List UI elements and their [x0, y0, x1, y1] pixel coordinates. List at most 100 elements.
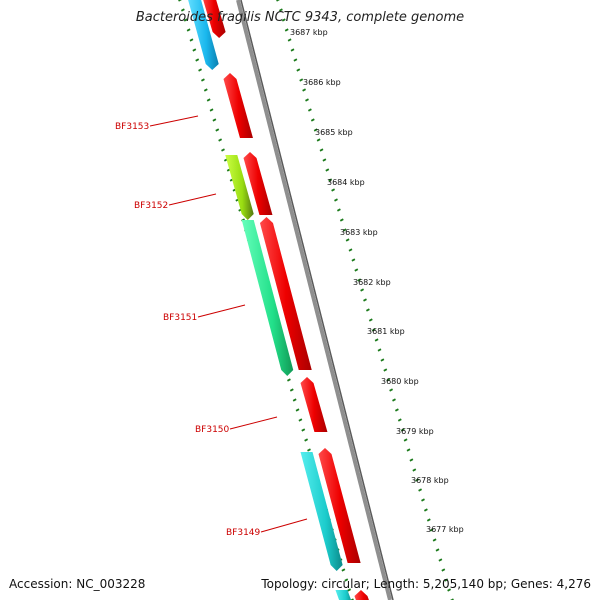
kbp-label: 3686 kbp: [303, 78, 341, 87]
tick-mark: [319, 148, 324, 152]
genome-backbone-shadow: [240, 0, 394, 600]
tick-mark: [377, 348, 382, 352]
tick-mark: [218, 138, 223, 142]
tick-mark: [212, 118, 217, 122]
tick-mark: [334, 198, 338, 202]
tick-mark: [192, 48, 197, 52]
kbp-label: 3679 kbp: [396, 427, 434, 436]
tick-mark: [374, 338, 379, 342]
tick-mark: [383, 368, 388, 372]
forward-gene-arrow: [259, 217, 312, 370]
map-title: Bacteroides fragilis NCTC 9343, complete…: [135, 10, 465, 25]
tick-mark: [298, 418, 303, 422]
tick-mark: [307, 108, 312, 112]
tick-mark: [344, 578, 349, 582]
tick-mark: [203, 88, 208, 92]
forward-gene-arrow: [318, 448, 361, 563]
tick-mark: [380, 358, 385, 362]
tick-mark: [195, 58, 200, 62]
tick-mark: [290, 48, 295, 52]
tick-mark: [450, 598, 454, 600]
tick-mark: [403, 438, 408, 442]
genome-backbone: [236, 0, 392, 600]
tick-mark: [392, 398, 396, 402]
tick-mark: [357, 278, 362, 282]
tick-mark: [284, 28, 289, 32]
tick-mark: [313, 128, 318, 132]
tick-mark: [435, 548, 440, 552]
tick-mark: [406, 448, 411, 452]
kbp-label: 3687 kbp: [290, 28, 328, 37]
topology-text: Topology: circular; Length: 5,205,140 bp…: [261, 577, 591, 591]
tick-mark: [336, 208, 341, 212]
tick-mark: [206, 98, 211, 102]
tick-mark: [415, 478, 420, 482]
tick-mark: [444, 578, 449, 582]
accession-text: Accession: NC_003228: [9, 577, 146, 591]
tick-mark: [438, 558, 443, 562]
tick-mark: [409, 458, 414, 462]
tick-mark: [441, 568, 446, 572]
tick-mark: [351, 258, 356, 262]
reverse-gene-bar: [335, 590, 352, 600]
tick-mark: [186, 28, 191, 32]
kbp-label: 3682 kbp: [353, 278, 391, 287]
gene-label: BF3151: [163, 313, 197, 323]
gene-features: [188, 0, 369, 600]
tick-mark: [345, 238, 350, 242]
tick-mark: [307, 448, 311, 452]
gene-label: BF3152: [134, 201, 168, 211]
tick-mark: [371, 328, 376, 332]
tick-mark: [295, 408, 300, 412]
forward-gene-arrow: [203, 0, 226, 38]
tick-mark: [292, 398, 297, 402]
gene-leader-line: [197, 304, 246, 318]
kbp-label: 3677 kbp: [426, 525, 464, 534]
tick-mark: [394, 408, 399, 412]
kbp-label: 3684 kbp: [327, 178, 365, 187]
tick-mark: [426, 518, 431, 522]
tick-mark: [305, 98, 309, 102]
gene-leader-line: [229, 416, 278, 430]
gene-leader-line: [260, 518, 308, 533]
reverse-gene-bar: [225, 155, 254, 220]
gene-labels: BF3153 BF3152 BF3151 BF3150 BF3149: [115, 122, 261, 538]
tick-mark: [421, 498, 425, 502]
reverse-gene-bar: [300, 452, 343, 571]
tick-mark: [348, 248, 353, 252]
tick-mark: [389, 388, 394, 392]
gene-label: BF3153: [115, 122, 149, 132]
forward-gene-arrow: [223, 73, 253, 138]
tick-mark: [328, 178, 333, 182]
tick-mark: [278, 8, 283, 12]
tick-mark: [198, 68, 202, 72]
gene-label-leaders: [149, 115, 308, 533]
tick-mark: [287, 38, 292, 42]
reverse-gene-bar: [241, 220, 294, 376]
tick-mark: [360, 288, 365, 292]
tick-mark: [180, 8, 185, 12]
tick-mark: [354, 268, 359, 272]
tick-mark: [368, 318, 373, 322]
tick-mark: [322, 158, 327, 162]
forward-gene-arrow: [354, 590, 369, 600]
tick-mark: [429, 528, 434, 532]
kbp-label: 3685 kbp: [315, 128, 353, 137]
tick-mark: [299, 78, 304, 82]
tick-mark: [296, 68, 301, 72]
kbp-label: 3680 kbp: [381, 377, 419, 386]
tick-mark: [386, 378, 391, 382]
tick-mark: [215, 128, 220, 132]
tick-mark: [178, 0, 182, 2]
tick-mark: [365, 308, 370, 312]
tick-mark: [423, 508, 428, 512]
tick-mark: [347, 588, 352, 592]
tick-mark: [342, 228, 347, 232]
tick-mark: [412, 468, 417, 472]
tick-mark: [310, 118, 315, 122]
tick-mark: [293, 58, 298, 62]
kbp-label: 3683 kbp: [340, 228, 378, 237]
reverse-gene-bar: [188, 0, 219, 70]
tick-mark: [397, 418, 402, 422]
